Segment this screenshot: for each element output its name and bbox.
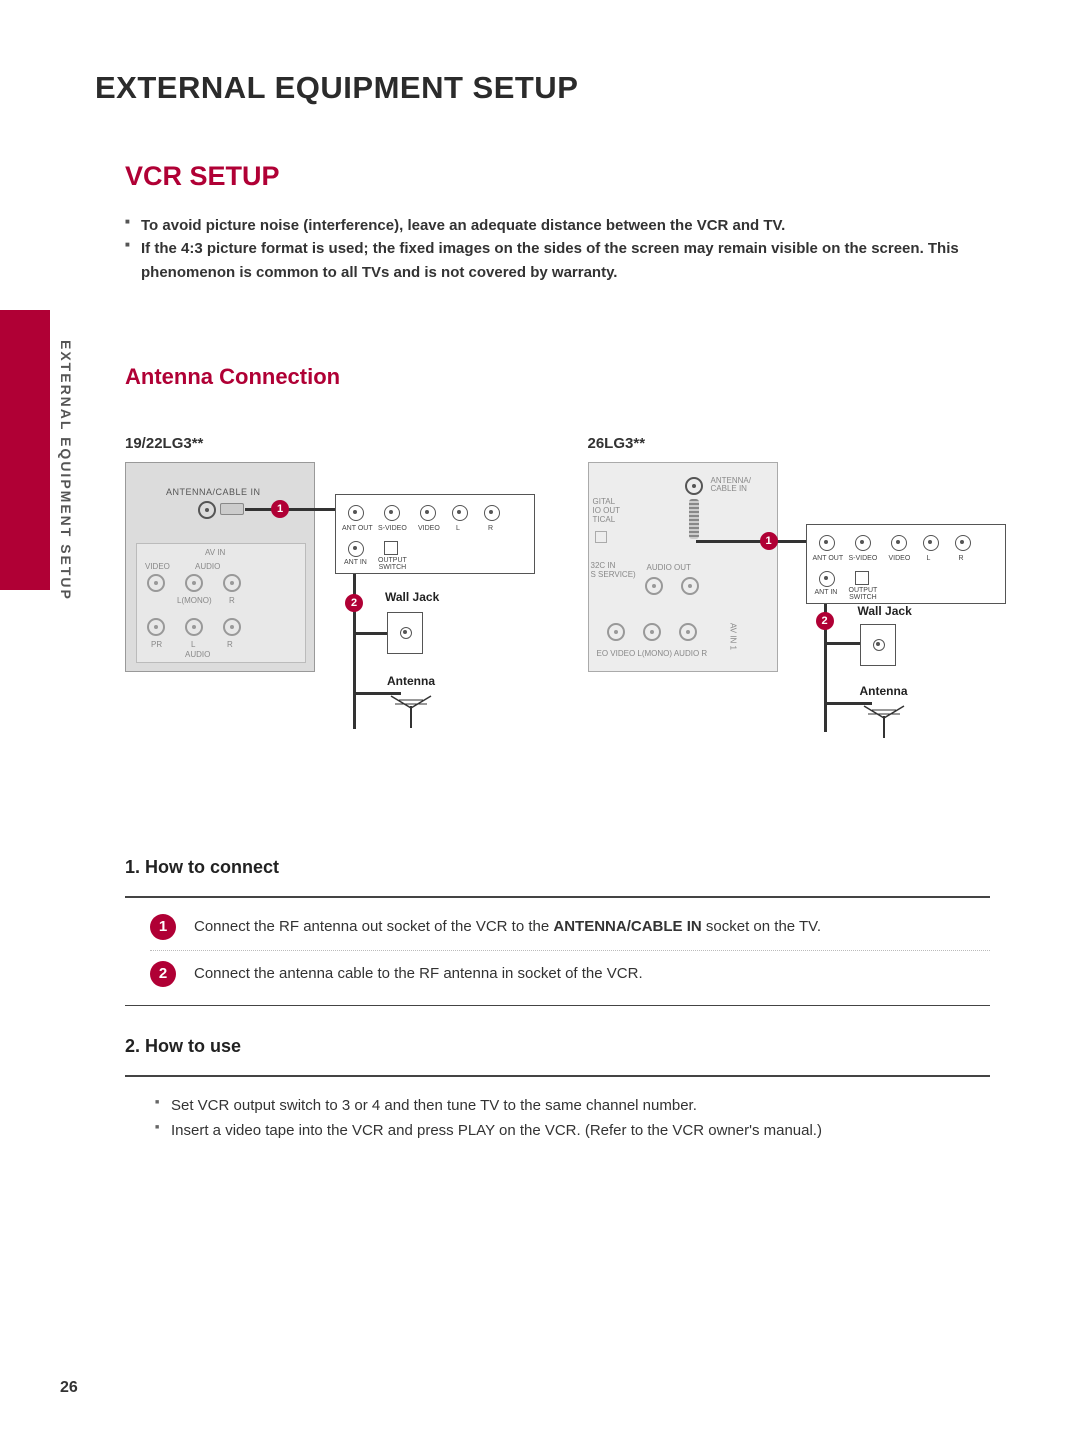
page-content: EXTERNAL EQUIPMENT SETUP VCR SETUP To av… — [0, 0, 1080, 1439]
av-in-box: AV IN VIDEO AUDIO L(MONO) R PR L R — [136, 543, 306, 663]
tv-back-panel: ANTENNA/CABLE IN AV IN VIDEO AUDIO L(MON… — [125, 462, 315, 672]
how-use-1: Set VCR output switch to 3 or 4 and then… — [155, 1093, 1020, 1119]
callout-badge-1b: 1 — [760, 532, 778, 550]
callout-badge-2b: 2 — [816, 612, 834, 630]
divider-thin-1 — [125, 1005, 990, 1006]
diagram-right: 26LG3** ANTENNA/ CABLE IN GITAL IO OUT T… — [588, 435, 1021, 762]
how-use-heading: 2. How to use — [125, 1036, 1020, 1057]
diagram-left-canvas: ANTENNA/CABLE IN AV IN VIDEO AUDIO L(MON… — [125, 462, 558, 762]
page-title: EXTERNAL EQUIPMENT SETUP — [95, 70, 1020, 106]
jack-audio-l — [185, 574, 203, 592]
step-1-text: Connect the RF antenna out socket of the… — [194, 914, 821, 939]
diagram-right-canvas: ANTENNA/ CABLE IN GITAL IO OUT TICAL 32C… — [588, 462, 1021, 762]
divider-thick-2 — [125, 1075, 990, 1077]
step-badge-1: 1 — [150, 914, 176, 940]
page-number: 26 — [60, 1379, 78, 1397]
antenna-in-label: ANTENNA/CABLE IN — [166, 487, 261, 497]
how-connect-heading: 1. How to connect — [125, 857, 1020, 878]
jack-video — [147, 574, 165, 592]
how-use-list: Set VCR output switch to 3 or 4 and then… — [155, 1093, 1020, 1144]
antenna-label: Antenna — [387, 674, 435, 688]
how-use-2: Insert a video tape into the VCR and pre… — [155, 1118, 1020, 1144]
connection-diagrams: 19/22LG3** ANTENNA/CABLE IN AV IN VIDEO … — [125, 435, 1020, 762]
diagram-left: 19/22LG3** ANTENNA/CABLE IN AV IN VIDEO … — [125, 435, 558, 762]
antenna-plug-icon — [220, 503, 244, 515]
antenna-in-port — [198, 501, 216, 519]
step-2: 2 Connect the antenna cable to the RF an… — [150, 961, 990, 987]
warning-notes: To avoid picture noise (interference), l… — [125, 214, 1020, 284]
subsection-heading: Antenna Connection — [125, 364, 1020, 390]
how-connect-steps: 1 Connect the RF antenna out socket of t… — [150, 914, 990, 987]
cable-1b — [696, 540, 808, 543]
vcr-unit: ANT OUT S-VIDEO VIDEO L R ANT IN OUTPUT … — [335, 494, 535, 574]
jack-audio-r — [223, 574, 241, 592]
callout-badge-1: 1 — [271, 500, 289, 518]
jack-pr — [147, 618, 165, 636]
model-right: 26LG3** — [588, 435, 1021, 452]
warning-2: If the 4:3 picture format is used; the f… — [125, 237, 1020, 284]
vcr-unit-b: ANT OUT S-VIDEO VIDEO L R ANT IN OUTPUT … — [806, 524, 1006, 604]
wall-jack-label: Wall Jack — [385, 590, 439, 604]
avin-label: AV IN — [205, 548, 225, 557]
tv-back-panel-b: ANTENNA/ CABLE IN GITAL IO OUT TICAL 32C… — [588, 462, 778, 672]
jack-r2 — [223, 618, 241, 636]
cable-1 — [245, 508, 345, 511]
jack-l — [185, 618, 203, 636]
wall-jack-icon — [387, 612, 423, 654]
callout-badge-2: 2 — [345, 594, 363, 612]
step-badge-2: 2 — [150, 961, 176, 987]
warning-1: To avoid picture noise (interference), l… — [125, 214, 1020, 237]
model-left: 19/22LG3** — [125, 435, 558, 452]
antenna-in-port-b — [685, 477, 703, 495]
divider-dotted — [150, 950, 990, 951]
wall-jack-icon-b — [860, 624, 896, 666]
step-1: 1 Connect the RF antenna out socket of t… — [150, 914, 990, 940]
cable-coil-icon — [689, 499, 699, 539]
divider-thick-1 — [125, 896, 990, 898]
step-2-text: Connect the antenna cable to the RF ante… — [194, 961, 643, 986]
section-heading: VCR SETUP — [125, 161, 1020, 192]
antenna-icon — [381, 694, 441, 730]
antenna-icon-b — [854, 704, 914, 740]
